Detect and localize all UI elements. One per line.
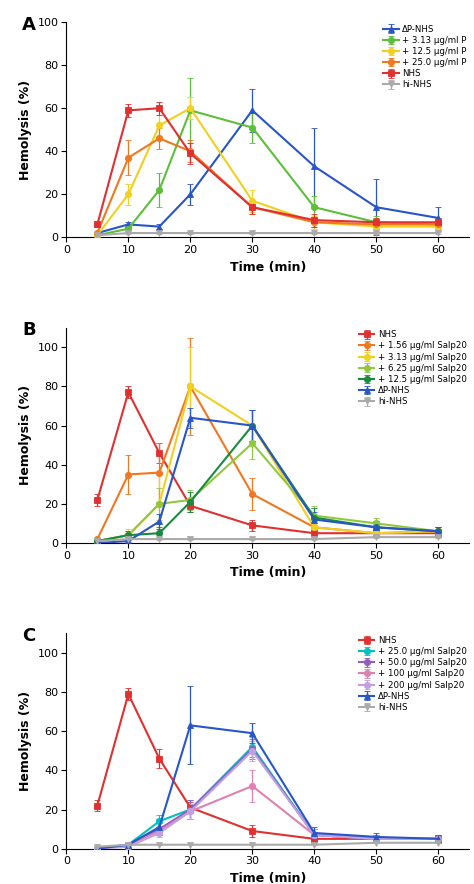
Y-axis label: Hemolysis (%): Hemolysis (%) <box>19 385 32 485</box>
Legend: NHS, + 25.0 μg/ml Salp20, + 50.0 μg/ml Salp20, + 100 μg/ml Salp20, + 200 μg/ml S: NHS, + 25.0 μg/ml Salp20, + 50.0 μg/ml S… <box>358 635 467 713</box>
X-axis label: Time (min): Time (min) <box>229 566 306 579</box>
Y-axis label: Hemolysis (%): Hemolysis (%) <box>19 80 32 179</box>
Text: A: A <box>22 16 36 34</box>
X-axis label: Time (min): Time (min) <box>229 261 306 273</box>
Legend: NHS, + 1.56 μg/ml Salp20, + 3.13 μg/ml Salp20, + 6.25 μg/ml Salp20, + 12.5 μg/ml: NHS, + 1.56 μg/ml Salp20, + 3.13 μg/ml S… <box>358 330 467 408</box>
Text: B: B <box>22 321 36 339</box>
Y-axis label: Hemolysis (%): Hemolysis (%) <box>19 691 32 791</box>
Text: C: C <box>22 627 35 645</box>
X-axis label: Time (min): Time (min) <box>229 872 306 884</box>
Legend: ΔP-NHS, + 3.13 μg/ml P, + 12.5 μg/ml P, + 25.0 μg/ml P, NHS, hi-NHS: ΔP-NHS, + 3.13 μg/ml P, + 12.5 μg/ml P, … <box>383 24 467 90</box>
